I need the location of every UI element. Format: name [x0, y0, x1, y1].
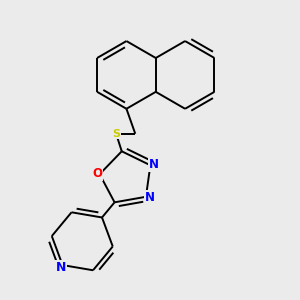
Text: O: O	[92, 167, 102, 180]
Text: N: N	[56, 261, 66, 274]
Text: N: N	[149, 158, 159, 171]
Text: S: S	[112, 129, 120, 139]
Text: N: N	[145, 191, 154, 204]
